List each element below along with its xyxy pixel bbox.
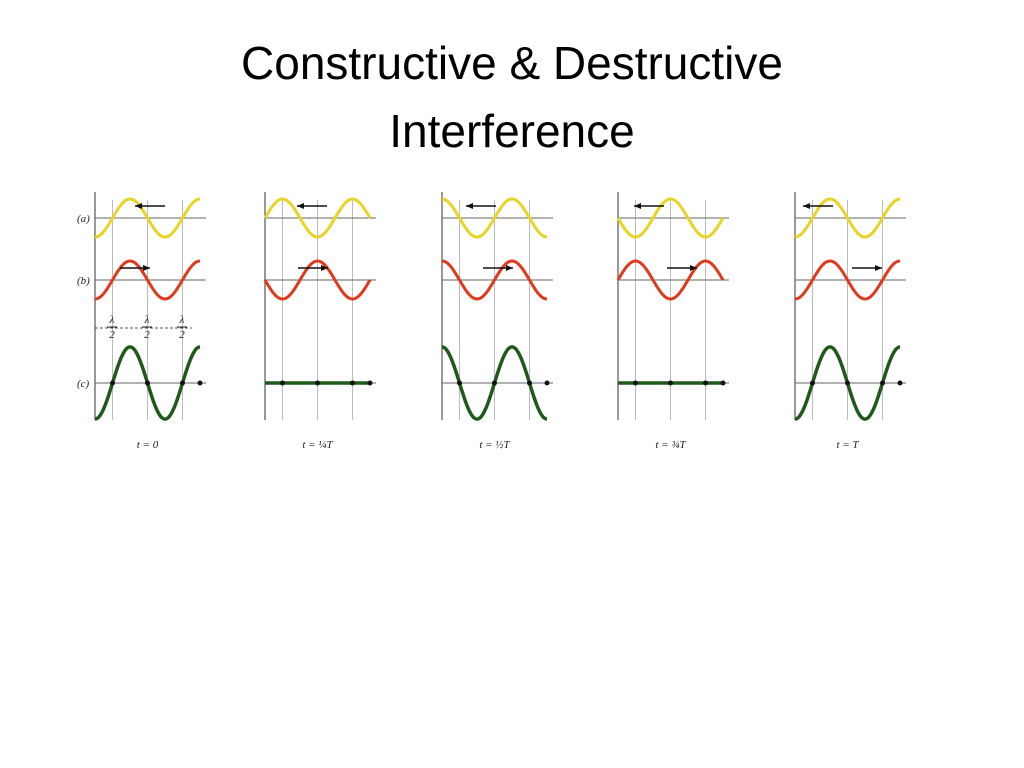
title-line: Interference <box>389 105 635 157</box>
arrow-head <box>634 203 641 209</box>
arrow-head <box>297 203 304 209</box>
row-label: (c) <box>77 378 90 390</box>
arrow-head <box>143 265 150 271</box>
node-dot <box>897 380 903 386</box>
arrow-head <box>321 265 328 271</box>
node-dot <box>197 380 203 386</box>
time-label: t = ¼T <box>302 439 333 451</box>
title-line: Constructive & Destructive <box>241 37 783 89</box>
node-dot <box>810 380 815 386</box>
lambda-denominator: 2 <box>144 329 150 341</box>
row-label: (b) <box>77 275 90 287</box>
node-dot <box>180 380 185 386</box>
lambda-numerator: λ <box>179 314 185 326</box>
node-dot <box>350 380 355 386</box>
arrow-head <box>803 203 810 209</box>
arrow-head <box>875 265 882 271</box>
lambda-denominator: 2 <box>109 329 115 341</box>
node-dot <box>145 380 150 386</box>
arrow-head <box>466 203 473 209</box>
time-label: t = T <box>836 439 859 451</box>
node-dot <box>845 380 850 386</box>
time-label: t = ¾T <box>655 439 686 451</box>
node-dot <box>280 380 285 386</box>
node-dot <box>315 380 320 386</box>
node-dot <box>492 380 497 386</box>
arrow-head <box>690 265 697 271</box>
wave-a <box>616 197 725 239</box>
wave-a <box>263 197 372 239</box>
wave-b <box>616 259 725 301</box>
node-dot <box>457 380 462 386</box>
row-label: (a) <box>77 213 90 225</box>
node-dot <box>668 380 673 386</box>
node-dot <box>880 380 885 386</box>
wave-b <box>263 259 372 301</box>
arrow-head <box>506 265 513 271</box>
wave-b <box>94 259 201 301</box>
node-dot <box>110 380 115 386</box>
lambda-numerator: λ <box>144 314 150 326</box>
node-dot <box>527 380 532 386</box>
wave-b <box>441 259 548 301</box>
node-dot <box>720 380 726 386</box>
wave-b <box>794 259 901 301</box>
arrow-head <box>135 203 142 209</box>
lambda-numerator: λ <box>109 314 115 326</box>
time-label: t = 0 <box>137 439 159 451</box>
node-dot <box>367 380 373 386</box>
time-label: t = ½T <box>479 439 510 451</box>
node-dot <box>633 380 638 386</box>
wave-a <box>94 197 201 239</box>
node-dot <box>544 380 550 386</box>
lambda-denominator: 2 <box>179 329 185 341</box>
wave-a <box>794 197 901 239</box>
node-dot <box>703 380 708 386</box>
wave-a <box>441 197 548 239</box>
